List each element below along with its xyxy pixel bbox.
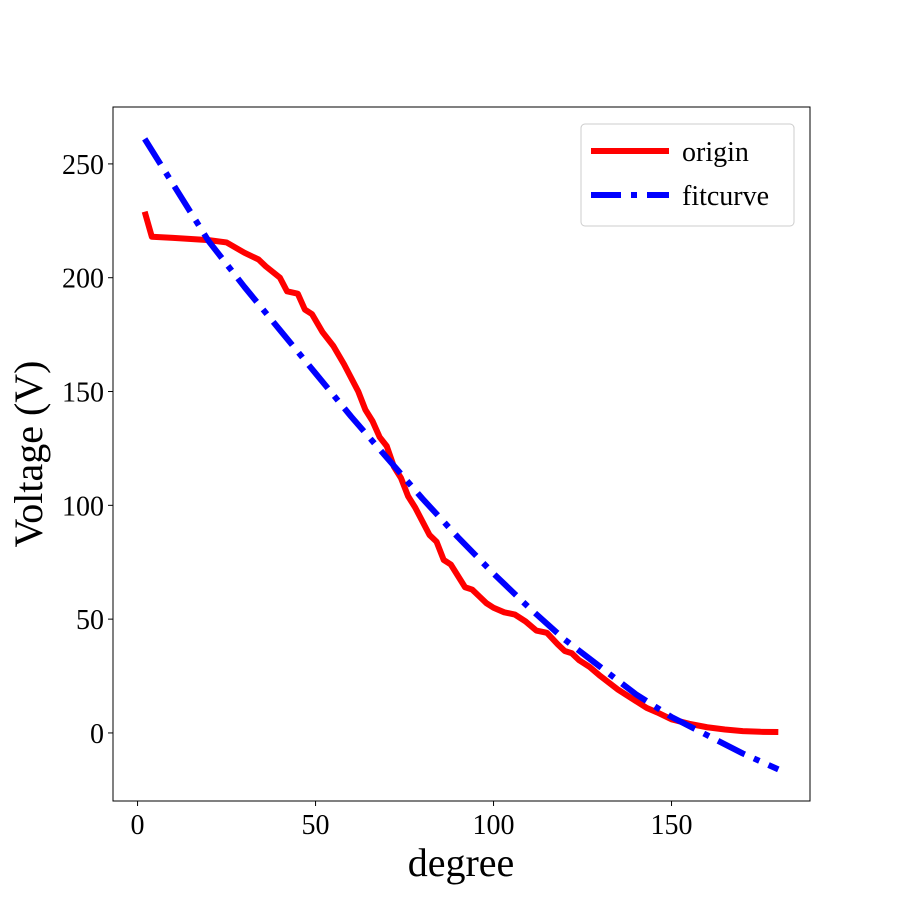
series-line bbox=[141, 210, 779, 736]
x-tick-label: 50 bbox=[302, 810, 330, 841]
legend-label: fitcurve bbox=[682, 181, 769, 212]
y-tick-label: 250 bbox=[62, 150, 104, 181]
y-tick-label: 150 bbox=[62, 378, 104, 409]
x-tick-label: 150 bbox=[651, 810, 693, 841]
plot-frame bbox=[112, 106, 811, 802]
y-axis-label: Voltage (V) bbox=[6, 361, 51, 548]
y-tick-label: 100 bbox=[62, 491, 104, 522]
y-tick-label: 200 bbox=[62, 264, 104, 295]
x-axis-label: degree bbox=[408, 840, 515, 885]
x-tick-label: 100 bbox=[473, 810, 515, 841]
y-tick-label: 50 bbox=[76, 605, 104, 636]
series-line bbox=[142, 137, 780, 773]
x-tick-label: 0 bbox=[131, 810, 145, 841]
legend-label: origin bbox=[682, 137, 749, 168]
y-tick-label: 0 bbox=[90, 719, 104, 750]
